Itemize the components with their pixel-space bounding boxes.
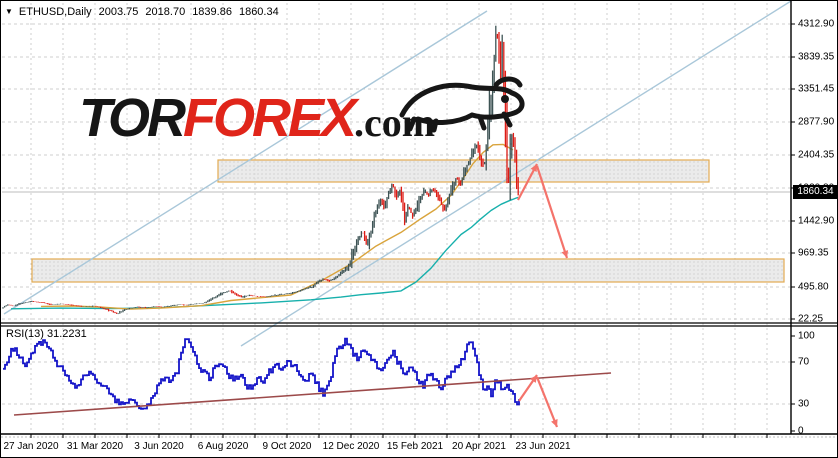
rsi-name: RSI(13)	[6, 328, 44, 340]
gridlines	[2, 3, 790, 433]
frame	[1, 1, 837, 438]
rsi-value: 31.2231	[46, 328, 87, 340]
rsi-axis-label: 70	[798, 356, 810, 368]
watermark-forex: FOREX	[183, 88, 357, 148]
watermark-tor: TOR	[79, 88, 186, 148]
price-pane[interactable]	[10, 143, 519, 310]
price-axis-label: 2404.35	[798, 149, 835, 161]
rsi-axis-label: 100	[798, 330, 815, 342]
support-zone	[31, 258, 785, 283]
rsi-forecast-arrows	[518, 374, 559, 428]
rsi-line	[3, 337, 520, 410]
date-axis-label: 3 Jun 2020	[134, 441, 184, 452]
quote-close: 1860.34	[238, 5, 279, 18]
rsi-axis-label: 30	[798, 398, 810, 410]
current-price-badge: 1860.34	[793, 185, 837, 199]
price-forecast-arrows	[517, 163, 569, 259]
price-axis-label: 4312.90	[798, 18, 835, 30]
date-axis-label: 31 Mar 2020	[66, 441, 124, 452]
bull-icon	[399, 76, 525, 133]
date-axis-label: 20 Apr 2021	[452, 441, 506, 452]
price-axis-label: 969.35	[798, 247, 829, 259]
price-axis-label: 3839.35	[798, 51, 835, 63]
candles	[2, 25, 519, 315]
date-axis-label: 6 Aug 2020	[197, 441, 249, 452]
symbol-timeframe: ETHUSD,Daily	[18, 5, 92, 18]
date-axis-label: 15 Feb 2021	[386, 441, 444, 452]
date-axis-label: 27 Jan 2020	[3, 441, 59, 452]
symbol-dropdown-icon: ▼	[5, 7, 13, 16]
date-axis-label: 9 Oct 2020	[262, 441, 312, 452]
rsi-indicator-label: RSI(13) 31.2231	[6, 328, 87, 340]
price-axis-label: 1442.90	[798, 215, 835, 227]
rsi-trendline[interactable]	[13, 372, 612, 416]
rsi-axis-label: 0	[798, 425, 804, 437]
price-axis-label: 22.25	[798, 313, 824, 325]
quote-low: 1839.86	[192, 5, 232, 18]
price-axis-label: 495.80	[798, 281, 829, 293]
channel-line-upper	[3, 10, 488, 315]
date-axis-label: 23 Jun 2021	[515, 441, 571, 452]
chart-title: ▼ ETHUSD,Daily 2003.75 2018.70 1839.86 1…	[5, 5, 286, 18]
quote-high: 2018.70	[145, 5, 186, 18]
price-axis-label: 2877.90	[798, 116, 835, 128]
rsi-pane[interactable]	[3, 337, 520, 410]
quote-open: 2003.75	[98, 5, 139, 18]
date-axis-label: 12 Dec 2020	[322, 441, 380, 452]
price-axis-label: 3351.45	[798, 83, 835, 95]
torforex-watermark: TORFOREX.com	[79, 76, 525, 149]
ma-fast-line	[40, 143, 514, 310]
